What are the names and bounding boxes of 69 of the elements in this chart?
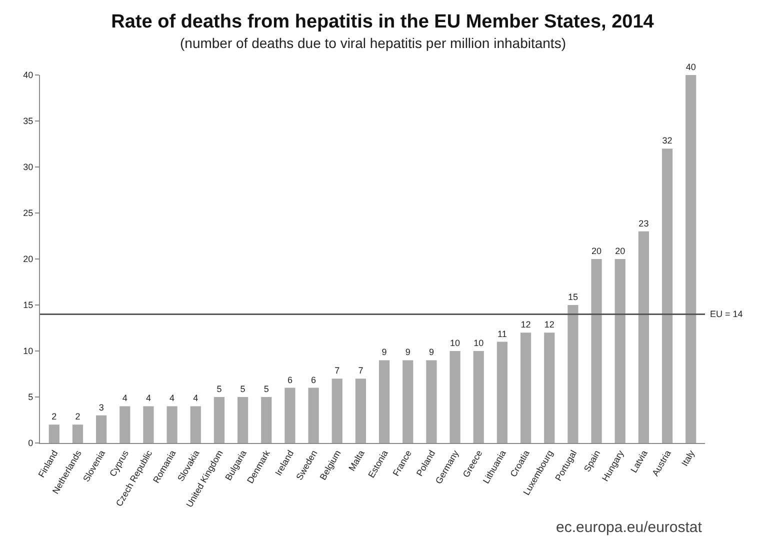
bar bbox=[284, 388, 296, 443]
y-tick-label: 35 bbox=[23, 116, 34, 126]
bar bbox=[520, 332, 532, 443]
data-label: 20 bbox=[615, 246, 626, 256]
bar bbox=[591, 259, 602, 443]
bar bbox=[261, 397, 272, 443]
y-tick-label: 15 bbox=[23, 300, 34, 310]
chart-subtitle: (number of deaths due to viral hepatitis per million inhabitants) bbox=[180, 35, 566, 51]
data-label: 32 bbox=[662, 136, 672, 146]
data-label: 7 bbox=[358, 366, 364, 376]
data-label: 2 bbox=[52, 412, 57, 422]
data-label: 9 bbox=[405, 347, 410, 358]
data-label: 23 bbox=[638, 218, 649, 228]
bar bbox=[662, 148, 673, 443]
data-label: 11 bbox=[498, 328, 507, 339]
data-label: 5 bbox=[216, 384, 222, 394]
bar bbox=[96, 415, 107, 443]
data-label: 10 bbox=[474, 338, 484, 348]
y-tick-label: 5 bbox=[28, 392, 34, 402]
data-label: 12 bbox=[520, 320, 531, 330]
bar bbox=[473, 351, 484, 443]
bar bbox=[614, 259, 626, 443]
data-label: 12 bbox=[544, 320, 554, 330]
bar bbox=[544, 332, 555, 443]
ref-line-label: EU = 14 bbox=[710, 309, 743, 319]
y-tick-label: 10 bbox=[23, 346, 34, 356]
data-label: 2 bbox=[75, 412, 80, 422]
bar bbox=[72, 424, 84, 443]
data-label: 4 bbox=[193, 393, 198, 404]
bar bbox=[166, 406, 178, 443]
data-label: 40 bbox=[686, 62, 696, 72]
y-tick-label: 20 bbox=[23, 254, 34, 264]
bar bbox=[48, 424, 60, 443]
bar bbox=[214, 397, 225, 443]
bar bbox=[332, 378, 342, 443]
data-label: 4 bbox=[146, 393, 151, 404]
data-label: 15 bbox=[568, 292, 578, 302]
data-label: 4 bbox=[170, 393, 175, 404]
bar bbox=[355, 378, 366, 443]
y-tick-label: 0 bbox=[28, 438, 34, 448]
bar bbox=[496, 342, 508, 443]
data-label: 9 bbox=[428, 347, 434, 358]
bar bbox=[143, 406, 154, 443]
data-label: 5 bbox=[240, 384, 246, 394]
data-label: 3 bbox=[98, 402, 104, 412]
data-label: 10 bbox=[450, 338, 460, 348]
bar bbox=[190, 406, 201, 443]
bar bbox=[426, 360, 437, 443]
data-label: 6 bbox=[287, 374, 292, 385]
bar bbox=[120, 406, 130, 443]
bar bbox=[378, 360, 390, 443]
bar bbox=[638, 231, 649, 443]
bar bbox=[450, 351, 460, 443]
data-label: 4 bbox=[122, 393, 128, 404]
bar bbox=[238, 397, 248, 443]
data-label: 20 bbox=[592, 246, 602, 256]
text: ec.europa.eu/eurostat bbox=[556, 519, 703, 536]
data-label: 9 bbox=[382, 347, 387, 358]
data-label: 7 bbox=[334, 366, 340, 376]
data-label: 6 bbox=[311, 374, 316, 385]
chart-title: Rate of deaths from hepatitis in the EU Member States, 2014 bbox=[111, 11, 654, 32]
bar bbox=[686, 75, 696, 443]
bar bbox=[568, 305, 578, 443]
y-tick-label: 25 bbox=[23, 208, 34, 218]
bar bbox=[308, 388, 319, 443]
data-label: 5 bbox=[264, 384, 269, 394]
y-tick-label: 40 bbox=[23, 70, 34, 80]
y-tick-label: 30 bbox=[23, 162, 34, 172]
bar bbox=[402, 360, 414, 443]
